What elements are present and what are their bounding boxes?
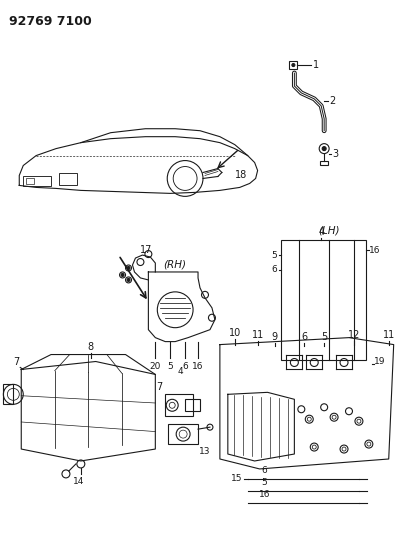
Circle shape	[127, 266, 130, 270]
Text: 6: 6	[301, 332, 307, 342]
Text: 15: 15	[231, 474, 242, 483]
Text: 17: 17	[140, 245, 152, 255]
Text: 14: 14	[73, 477, 84, 486]
Text: 2: 2	[328, 96, 335, 106]
Text: 3: 3	[331, 149, 337, 159]
Text: 1: 1	[313, 60, 319, 70]
Text: 11: 11	[251, 329, 263, 340]
Text: 8: 8	[87, 342, 94, 352]
Text: 4: 4	[177, 367, 183, 376]
Text: 92769 7100: 92769 7100	[9, 15, 92, 28]
Text: 9: 9	[271, 332, 277, 342]
Text: 16: 16	[192, 361, 203, 370]
Text: 12: 12	[347, 329, 359, 340]
Text: 7: 7	[13, 358, 19, 367]
Bar	[185, 399, 200, 411]
Text: 16: 16	[368, 246, 379, 255]
Circle shape	[127, 278, 130, 281]
Bar	[320, 160, 327, 165]
Bar	[26, 179, 34, 184]
Circle shape	[291, 63, 294, 67]
Text: (RH): (RH)	[163, 260, 186, 270]
Text: 16: 16	[258, 490, 270, 499]
Text: (LH): (LH)	[318, 225, 339, 235]
Text: 6: 6	[261, 466, 267, 475]
Text: 7: 7	[156, 382, 162, 392]
Text: 5: 5	[261, 478, 267, 487]
Bar	[165, 394, 193, 416]
Text: 13: 13	[199, 447, 210, 456]
Text: 19: 19	[373, 357, 384, 366]
Text: 10: 10	[228, 328, 240, 337]
Circle shape	[322, 147, 325, 151]
Bar	[3, 384, 13, 404]
Text: 5: 5	[271, 251, 277, 260]
Text: 18: 18	[234, 171, 246, 181]
Text: 20: 20	[149, 361, 161, 370]
Text: 4: 4	[318, 227, 324, 237]
Text: 6: 6	[271, 265, 277, 274]
Bar	[23, 176, 51, 187]
Circle shape	[121, 273, 124, 277]
Bar	[281, 240, 365, 360]
Bar	[59, 173, 77, 185]
Text: 11: 11	[382, 329, 394, 340]
Text: 6: 6	[182, 361, 188, 370]
Bar	[289, 61, 296, 69]
Text: 5: 5	[320, 332, 326, 342]
Bar	[168, 424, 198, 444]
Text: 5: 5	[167, 361, 173, 370]
